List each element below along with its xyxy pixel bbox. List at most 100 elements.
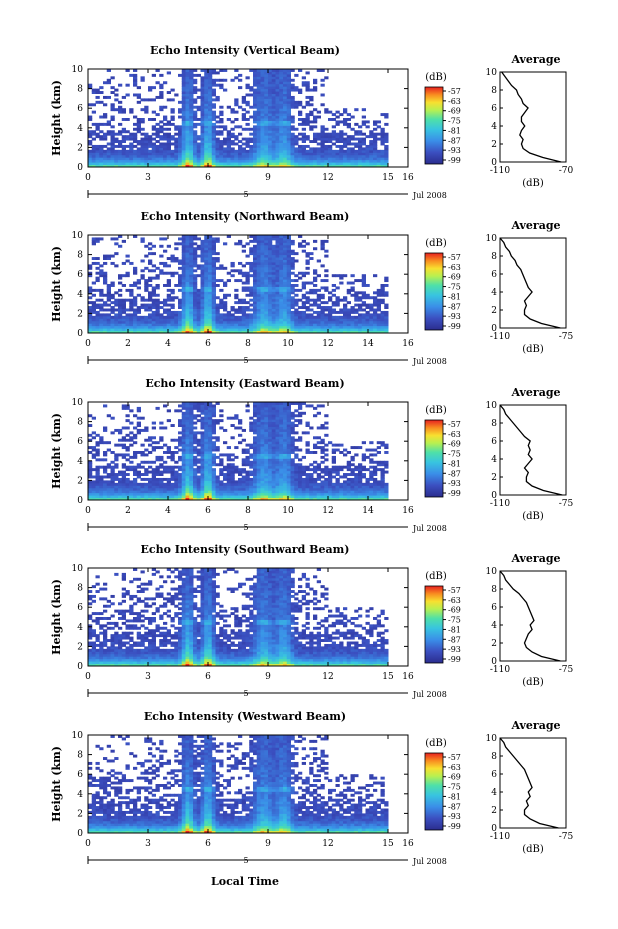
heatmap-cell [92, 436, 96, 439]
heatmap-cell [313, 277, 317, 280]
heatmap-cell [156, 140, 160, 143]
y-tick-label: 6 [77, 104, 83, 114]
heatmap-cell [234, 289, 238, 292]
heatmap-cell [137, 140, 141, 143]
heatmap-cell [253, 111, 257, 114]
heatmap-cell [369, 313, 373, 316]
heatmap-cell [321, 286, 325, 289]
heatmap-cell [381, 284, 385, 287]
heatmap-cell [141, 108, 145, 111]
heatmap-cell [197, 106, 201, 109]
heatmap-cell [148, 150, 152, 153]
heatmap-cell [92, 257, 96, 260]
heatmap-cell [347, 309, 351, 312]
heatmap-cell [144, 279, 148, 282]
heatmap-cell [328, 133, 332, 136]
heatmap-cell [144, 439, 148, 442]
heatmap-cell [306, 242, 310, 245]
y-tick-label: 2 [77, 309, 83, 319]
heatmap-cell [369, 140, 373, 143]
heatmap-cell [242, 245, 246, 248]
heatmap-cell [178, 74, 182, 77]
heatmap-cell [126, 473, 130, 476]
heatmap-cell [126, 94, 130, 97]
heatmap-cell [167, 128, 171, 131]
heatmap-cell [313, 299, 317, 302]
heatmap-cell [103, 480, 107, 483]
colorbar-tick-label: -99 [448, 322, 461, 331]
heatmap-cell [152, 299, 156, 302]
heatmap-cell [159, 237, 163, 240]
average-y-tick-label: 10 [486, 234, 498, 244]
heatmap-cell [96, 101, 100, 104]
heatmap-cell [103, 262, 107, 265]
heatmap-cell [133, 478, 137, 481]
heatmap-cell [129, 456, 133, 459]
heatmap-cell [174, 272, 178, 275]
heatmap-cell [216, 96, 220, 99]
x-tick-label: 16 [402, 173, 414, 183]
heatmap-cell [298, 277, 302, 280]
heatmap-cell [111, 451, 115, 454]
heatmap-cell [107, 143, 111, 146]
heatmap-cell [246, 123, 250, 126]
heatmap-cell [159, 262, 163, 265]
heatmap-cell [354, 123, 358, 126]
heatmap-cell [133, 434, 137, 437]
heatmap-cell [336, 150, 340, 153]
panel-title: Echo Intensity (Vertical Beam) [150, 44, 340, 57]
heatmap-cell [309, 89, 313, 92]
heatmap-cell [227, 446, 231, 449]
average-y-tick-label: 10 [486, 68, 498, 78]
average-y-tick-label: 6 [491, 270, 497, 280]
heatmap-cell [148, 313, 152, 316]
heatmap-cell [122, 299, 126, 302]
heatmap-cell [174, 446, 178, 449]
heatmap-cell [148, 86, 152, 89]
heatmap-cell [144, 245, 148, 248]
heatmap-cell [321, 264, 325, 267]
heatmap-cell [343, 274, 347, 277]
heatmap-cell [171, 272, 175, 275]
heatmap-cell [141, 466, 145, 469]
heatmap-cell [171, 439, 175, 442]
heatmap-cell [156, 456, 160, 459]
heatmap-cell [216, 267, 220, 270]
heatmap-cell [144, 299, 148, 302]
heatmap-cell [152, 468, 156, 471]
heatmap-cell [133, 145, 137, 148]
heatmap-cell [351, 294, 355, 297]
heatmap-cell [126, 150, 130, 153]
heatmap-cell [129, 431, 133, 434]
heatmap-cell [332, 118, 336, 121]
heatmap-cell [227, 130, 231, 133]
heatmap-cell [103, 145, 107, 148]
heatmap-cell [137, 94, 141, 97]
heatmap-cell [99, 313, 103, 316]
heatmap-cell [92, 130, 96, 133]
heatmap-cell [219, 409, 223, 412]
heatmap-cell [152, 446, 156, 449]
heatmap-cell [159, 427, 163, 430]
heatmap-cell [219, 279, 223, 282]
heatmap-cell [193, 247, 197, 250]
heatmap-cell [369, 130, 373, 133]
heatmap-cell [118, 289, 122, 292]
heatmap-cell [317, 260, 321, 263]
heatmap-cell [163, 284, 167, 287]
heatmap-cell [152, 143, 156, 146]
heatmap-cell [313, 311, 317, 314]
heatmap-cell [126, 272, 130, 275]
heatmap-cell [242, 113, 246, 116]
heatmap-cell [118, 245, 122, 248]
heatmap-cell [152, 264, 156, 267]
heatmap-cell [96, 145, 100, 148]
heatmap-cell [246, 449, 250, 452]
heatmap-cell [159, 74, 163, 77]
heatmap-cell [201, 76, 205, 79]
heatmap-cell [111, 130, 115, 133]
heatmap-cell [167, 272, 171, 275]
heatmap-cell [107, 120, 111, 123]
heatmap-cell [384, 304, 388, 307]
heatmap-cell [321, 94, 325, 97]
